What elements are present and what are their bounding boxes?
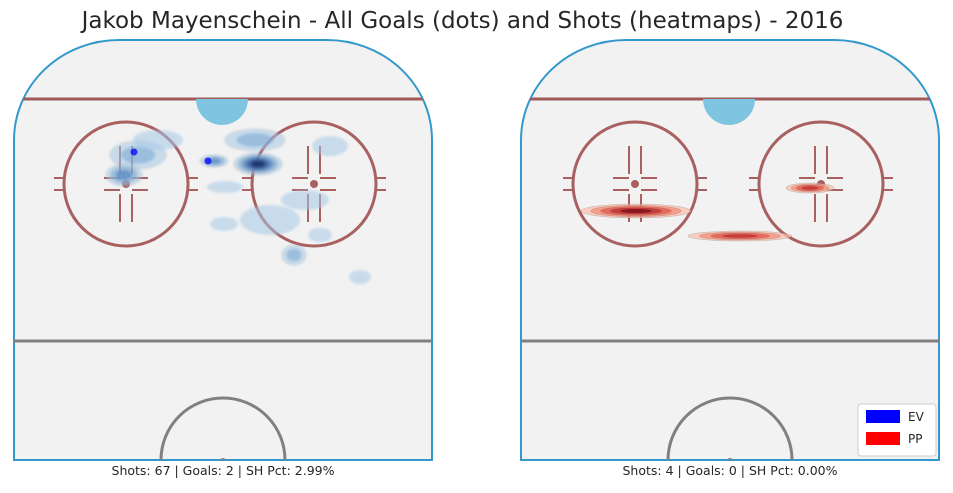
faceoff-left-lw-ring <box>62 120 190 248</box>
goal-dot-left-0 <box>130 148 138 156</box>
heat-contour-left-11-0 <box>349 270 371 284</box>
faceoff-left-rw-dot <box>310 180 318 188</box>
heat-contour-left-6-0 <box>207 181 243 193</box>
rink-left-center-dot <box>220 458 226 460</box>
faceoff-left-rw-ring <box>250 120 378 248</box>
rink-right-goal-crease <box>703 99 755 125</box>
caption-left: Shots: 67 | Goals: 2 | SH Pct: 2.99% <box>111 463 335 478</box>
rink-left-center-circle <box>159 396 287 460</box>
heat-contour-left-7-0 <box>312 136 348 156</box>
heat-contour-left-9-0 <box>240 205 300 235</box>
legend-label-pp: PP <box>908 432 922 446</box>
heat-contour-left-8-0 <box>281 190 329 210</box>
goal-dot-left-1 <box>204 157 212 165</box>
rink-right-heatmap <box>580 182 835 242</box>
rink-left <box>13 39 433 461</box>
faceoff-right-lw <box>563 120 707 248</box>
legend: EV PP <box>857 403 937 457</box>
heat-contour-left-10-1 <box>286 248 302 262</box>
heat-contour-left-13-0 <box>210 217 238 231</box>
heat-contour-left-12-0 <box>308 228 332 242</box>
rink-right-center-circle <box>666 396 794 460</box>
legend-swatch-ev <box>866 410 900 423</box>
rink-left-goal-crease <box>196 99 248 125</box>
faceoff-right-rw-ring <box>757 120 885 248</box>
rink-right-faceoffs <box>563 120 893 248</box>
heat-contour-left-1-1 <box>236 133 274 147</box>
heat-contour-left-5-0 <box>133 130 183 150</box>
caption-right: Shots: 4 | Goals: 0 | SH Pct: 0.00% <box>622 463 838 478</box>
heat-contour-right-1-3 <box>721 234 759 238</box>
faceoff-right-lw-dot <box>631 180 639 188</box>
heat-contour-left-0-4 <box>251 160 265 168</box>
legend-swatch-pp <box>866 432 900 445</box>
chart-title: Jakob Mayenschein - All Goals (dots) and… <box>81 8 844 34</box>
rink-left-goal-dots <box>130 148 212 165</box>
rink-left-heatmap <box>105 128 371 284</box>
heat-contour-left-4-1 <box>120 146 156 164</box>
heat-contour-left-3-2 <box>116 170 132 180</box>
rink-right-boards <box>520 39 940 461</box>
rink-right <box>520 39 940 461</box>
heat-contour-right-0-4 <box>620 209 652 213</box>
heat-contour-right-2-3 <box>801 186 819 190</box>
faceoff-right-lw-ring <box>571 120 699 248</box>
rink-right-center-dot <box>727 458 733 460</box>
legend-label-ev: EV <box>908 410 925 424</box>
